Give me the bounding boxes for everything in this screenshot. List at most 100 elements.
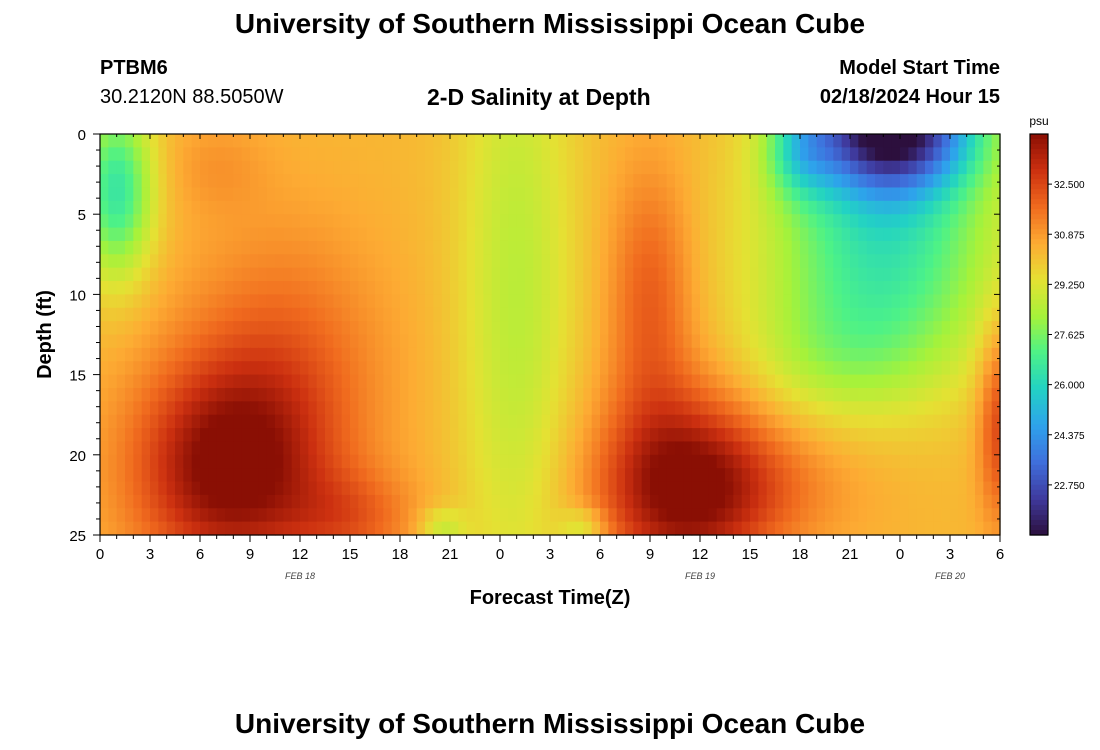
heatmap-cell	[925, 160, 934, 175]
heatmap-cell	[408, 441, 418, 456]
heatmap-cell	[191, 521, 201, 536]
heatmap-cell	[333, 281, 343, 295]
colorbar-segment	[1030, 299, 1048, 306]
heatmap-cell	[333, 374, 343, 389]
heatmap-cell	[125, 307, 134, 322]
heatmap-cell	[616, 307, 626, 322]
heatmap-cell	[716, 481, 726, 496]
heatmap-cell	[583, 387, 593, 402]
heatmap-cell	[916, 441, 926, 456]
heatmap-cell	[558, 240, 568, 255]
heatmap-cell	[600, 281, 609, 295]
heatmap-cell	[341, 401, 351, 416]
heatmap-cell	[875, 334, 884, 349]
heatmap-cell	[850, 401, 859, 416]
heatmap-cell	[408, 347, 418, 362]
heatmap-cell	[108, 200, 118, 215]
heatmap-cell	[633, 508, 643, 523]
heatmap-cell	[233, 494, 243, 509]
heatmap-cell	[441, 214, 451, 229]
heatmap-cell	[516, 494, 526, 509]
heatmap-cell	[450, 254, 459, 269]
heatmap-cell	[658, 441, 668, 456]
heatmap-cell	[183, 414, 193, 429]
heatmap-cell	[683, 494, 693, 509]
heatmap-cell	[541, 200, 551, 215]
date-label: FEB 19	[685, 571, 715, 581]
heatmap-cell	[783, 307, 793, 322]
heatmap-cell	[400, 321, 409, 336]
heatmap-cell	[266, 401, 276, 416]
heatmap-cell	[866, 307, 876, 322]
heatmap-cell	[608, 428, 618, 443]
heatmap-cell	[800, 468, 809, 483]
heatmap-cell	[366, 401, 376, 416]
heatmap-cell	[450, 160, 459, 175]
heatmap-cell	[991, 494, 1001, 509]
heatmap-cell	[500, 441, 509, 456]
heatmap-cell	[175, 240, 184, 255]
heatmap-cell	[941, 401, 951, 416]
heatmap-cell	[600, 307, 609, 322]
heatmap-cell	[158, 227, 168, 242]
heatmap-cell	[441, 240, 451, 255]
heatmap-cell	[825, 468, 834, 483]
heatmap-cell	[200, 160, 209, 175]
heatmap-cell	[641, 147, 651, 162]
heatmap-cell	[675, 521, 684, 536]
colorbar-segment	[1030, 369, 1048, 376]
heatmap-cell	[691, 387, 701, 402]
heatmap-cell	[341, 147, 351, 162]
heatmap-cell	[933, 294, 943, 309]
heatmap-cell	[375, 481, 384, 496]
heatmap-cell	[900, 334, 909, 349]
heatmap-cell	[575, 508, 584, 523]
heatmap-cell	[883, 414, 893, 429]
heatmap-cell	[641, 454, 651, 469]
heatmap-cell	[491, 374, 501, 389]
heatmap-cell	[200, 227, 209, 242]
heatmap-cell	[658, 174, 668, 189]
heatmap-cell	[575, 347, 584, 362]
heatmap-cell	[883, 441, 893, 456]
heatmap-cell	[508, 508, 518, 523]
heatmap-cell	[841, 307, 851, 322]
heatmap-cell	[875, 401, 884, 416]
heatmap-cell	[733, 401, 743, 416]
heatmap-cell	[433, 494, 443, 509]
heatmap-cell	[866, 187, 876, 202]
heatmap-cell	[375, 387, 384, 402]
heatmap-cell	[925, 521, 934, 536]
heatmap-cell	[541, 321, 551, 336]
heatmap-cell	[425, 160, 434, 175]
heatmap-cell	[333, 454, 343, 469]
heatmap-cell	[975, 214, 984, 229]
heatmap-cell	[983, 227, 993, 242]
heatmap-cell	[366, 174, 376, 189]
heatmap-cell	[375, 374, 384, 389]
heatmap-cell	[325, 494, 334, 509]
heatmap-cell	[983, 347, 993, 362]
heatmap-cell	[291, 374, 301, 389]
heatmap-cell	[883, 374, 893, 389]
heatmap-cell	[541, 508, 551, 523]
colorbar-tick-label: 24.375	[1054, 431, 1085, 442]
heatmap-cell	[458, 200, 468, 215]
heatmap-cell	[433, 160, 443, 175]
heatmap-cell	[741, 267, 751, 282]
heatmap-cell	[266, 281, 276, 295]
heatmap-cell	[700, 521, 709, 536]
heatmap-cell	[408, 227, 418, 242]
heatmap-cell	[866, 294, 876, 309]
heatmap-cell	[466, 414, 476, 429]
heatmap-cell	[808, 147, 818, 162]
heatmap-cell	[108, 281, 118, 295]
heatmap-cell	[783, 160, 793, 175]
heatmap-cell	[566, 374, 576, 389]
heatmap-cell	[575, 187, 584, 202]
heatmap-cell	[216, 294, 226, 309]
heatmap-cell	[500, 494, 509, 509]
heatmap-cell	[958, 428, 968, 443]
heatmap-cell	[400, 494, 409, 509]
heatmap-cell	[475, 481, 484, 496]
